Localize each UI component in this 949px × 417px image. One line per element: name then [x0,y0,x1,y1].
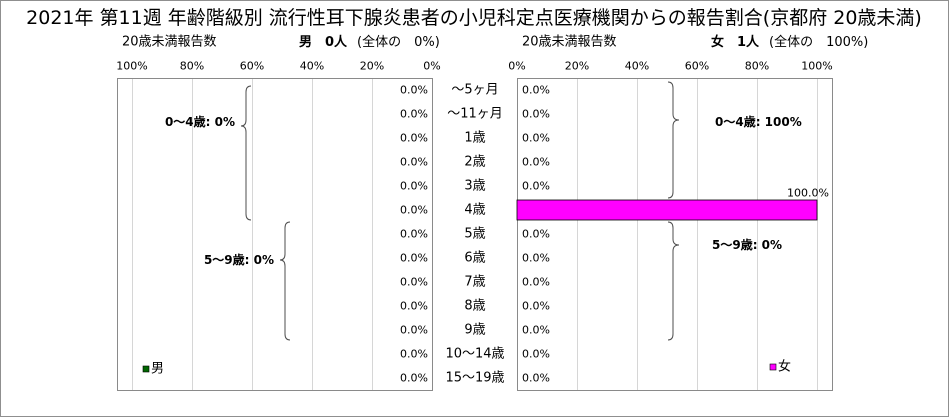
data-label: 0.0% [400,348,428,361]
data-label: 0.0% [522,132,550,145]
group-brace [667,221,680,341]
data-label: 0.0% [400,372,428,385]
legend-label: 女 [778,359,791,375]
category-label: 5歳 [464,227,485,242]
data-label: 0.0% [400,84,428,97]
data-label: 0.0% [522,324,550,337]
group-brace [667,81,680,199]
category-label: 7歳 [464,275,485,290]
x-tick-label: 60% [240,60,264,73]
data-label: 0.0% [400,108,428,121]
x-tick-label: 40% [625,60,649,73]
male-summary: 男 0人 (全体の 0%) [299,34,440,50]
category-label: 2歳 [464,155,485,170]
data-label: 100.0% [787,187,829,200]
data-label: 0.0% [400,276,428,289]
data-label: 0.0% [400,180,428,193]
data-label: 0.0% [400,300,428,313]
group-brace [240,85,252,221]
bar-right [516,199,818,221]
category-label: 4歳 [464,203,485,218]
data-label: 0.0% [522,348,550,361]
category-label: 3歳 [464,179,485,194]
x-tick-label: 80% [180,60,204,73]
data-label: 0.0% [400,252,428,265]
data-label: 0.0% [522,84,550,97]
left-panel: 0% 20% 40% 60% 80% 100% 0～4歳: 0% 5～9歳: 0% 0.0% 0.… [116,60,441,391]
x-tick-label: 40% [300,60,324,73]
data-label: 0.0% [400,132,428,145]
category-label: ～5ヶ月 [451,83,498,98]
x-tick-label: 0% [508,60,525,73]
data-label: 0.0% [400,228,428,241]
male-count-label: 男 0人 [299,34,348,50]
legend-label: 男 [151,362,164,377]
x-tick-label: 20% [565,60,589,73]
data-label: 0.0% [522,300,550,313]
data-label: 0.0% [522,108,550,121]
group-label: 0～4歳: 0% [165,114,235,129]
category-label: 8歳 [464,299,485,314]
data-label: 0.0% [522,156,550,169]
data-label: 0.0% [522,228,550,241]
data-label: 0.0% [400,324,428,337]
male-share-label: (全体の 0%) [357,34,440,50]
data-label: 0.0% [522,180,550,193]
group-label: 0～4歳: 100% [715,114,802,129]
chart-title: 2021年 第11週 年齢階級別 流行性耳下腺炎患者の小児科定点医療機関からの報… [26,7,922,29]
x-tick-label: 60% [685,60,709,73]
right-plot-area [517,78,833,391]
category-label: 1歳 [464,131,485,146]
category-label: 6歳 [464,251,485,266]
group-label: 5～9歳: 0% [204,252,274,267]
female-share-label: (全体の 100%) [769,34,868,50]
female-count-label: 女 1人 [711,34,760,50]
x-tick-label: 20% [360,60,384,73]
legend-right: 女 [769,359,791,375]
male-header-label: 20歳未満報告数 [122,35,217,50]
group-brace [279,221,291,341]
left-plot-area [117,78,433,391]
category-axis: ～5ヶ月 ～11ヶ月 1歳 2歳 3歳 4歳 5歳 6歳 7歳 8歳 9歳 10～14歳 15～19歳 [445,83,504,386]
category-label: ～11ヶ月 [447,107,503,122]
female-summary: 女 1人 (全体の 100%) [711,34,868,50]
x-tick-label: 100% [116,60,147,73]
legend-swatch [142,365,150,373]
category-label: 15～19歳 [445,371,504,386]
female-header-label: 20歳未満報告数 [522,35,617,50]
category-label: 9歳 [464,323,485,338]
x-tick-label: 0% [423,60,440,73]
category-label: 10～14歳 [445,347,504,362]
data-label: 0.0% [522,276,550,289]
legend-left: 男 [142,362,164,377]
legend-swatch [769,363,777,371]
x-tick-label: 100% [801,60,832,73]
data-label: 0.0% [400,204,428,217]
data-label: 0.0% [400,156,428,169]
data-label: 0.0% [522,252,550,265]
group-label: 5～9歳: 0% [712,237,782,252]
data-label: 0.0% [522,372,550,385]
x-tick-label: 80% [745,60,769,73]
right-panel: 0% 20% 40% 60% 80% 100% 0～4歳: 100% 5～9歳: 0% 0.0%… [508,60,833,391]
